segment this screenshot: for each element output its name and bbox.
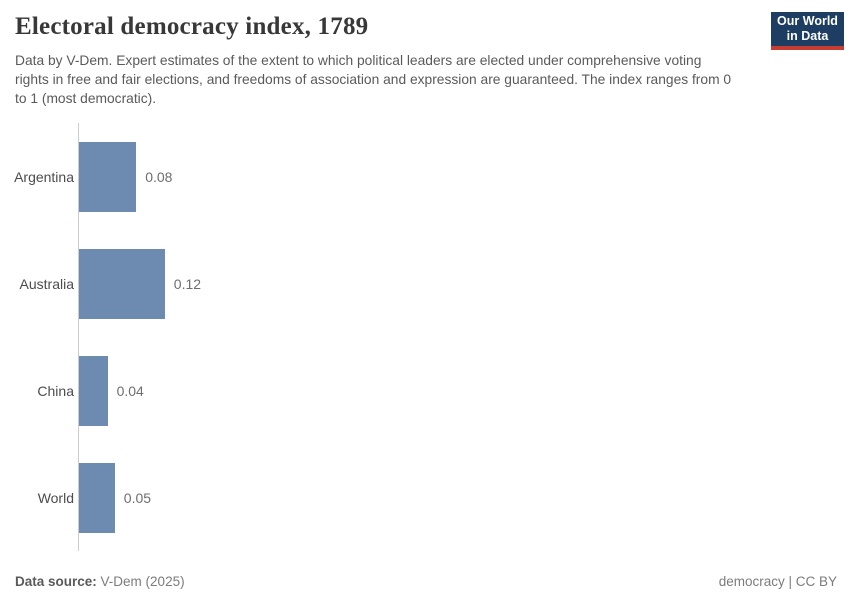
- data-source-value: V-Dem (2025): [100, 574, 185, 589]
- footer-links: democracy | CC BY: [719, 574, 837, 589]
- bar[interactable]: [79, 248, 165, 319]
- page-title: Electoral democracy index, 1789: [15, 13, 369, 40]
- category-label: China: [37, 382, 74, 399]
- bar[interactable]: [79, 462, 115, 533]
- chart-slug-link[interactable]: democracy: [718, 574, 785, 589]
- owid-logo: Our World in Data: [771, 12, 844, 50]
- category-label: Australia: [19, 275, 74, 292]
- owid-logo-line2: in Data: [786, 29, 829, 43]
- bar-row: Australia 0.12: [0, 230, 850, 337]
- bar[interactable]: [79, 141, 137, 212]
- value-label: 0.04: [116, 382, 144, 399]
- chart-footer: Data source: V-Dem (2025) democracy | CC…: [15, 574, 837, 589]
- bar-rows: Argentina 0.08 Australia 0.12 China 0.04…: [0, 123, 850, 551]
- bar-row: China 0.04: [0, 337, 850, 444]
- y-axis-line: [78, 123, 79, 551]
- owid-logo-line1: Our World: [777, 14, 838, 28]
- value-label: 0.12: [173, 275, 202, 292]
- category-label: World: [37, 489, 74, 506]
- bar-row: Argentina 0.08: [0, 123, 850, 230]
- bar[interactable]: [79, 355, 108, 426]
- value-label: 0.05: [123, 489, 152, 506]
- category-label: Argentina: [14, 168, 74, 185]
- bar-chart: Argentina 0.08 Australia 0.12 China 0.04…: [0, 123, 850, 551]
- bar-row: World 0.05: [0, 444, 850, 551]
- chart-subtitle: Data by V-Dem. Expert estimates of the e…: [15, 53, 732, 106]
- data-source-label: Data source:: [15, 574, 97, 589]
- footer-separator: |: [784, 574, 796, 589]
- data-source: Data source: V-Dem (2025): [15, 574, 185, 589]
- value-label: 0.08: [145, 168, 173, 185]
- license-link[interactable]: CC BY: [795, 574, 837, 589]
